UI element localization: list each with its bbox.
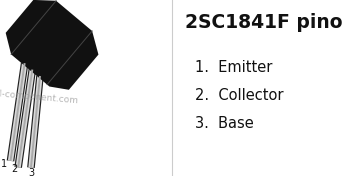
Text: 1: 1	[1, 159, 8, 169]
Polygon shape	[6, 0, 98, 90]
Text: 3: 3	[28, 168, 35, 176]
Text: el-component.com: el-component.com	[0, 89, 79, 106]
Text: 2: 2	[11, 164, 17, 174]
Text: 2SC1841F pinout: 2SC1841F pinout	[185, 12, 343, 32]
Text: 3.  Base: 3. Base	[195, 117, 254, 131]
Text: 1.  Emitter: 1. Emitter	[195, 61, 272, 76]
Text: 2.  Collector: 2. Collector	[195, 89, 284, 103]
